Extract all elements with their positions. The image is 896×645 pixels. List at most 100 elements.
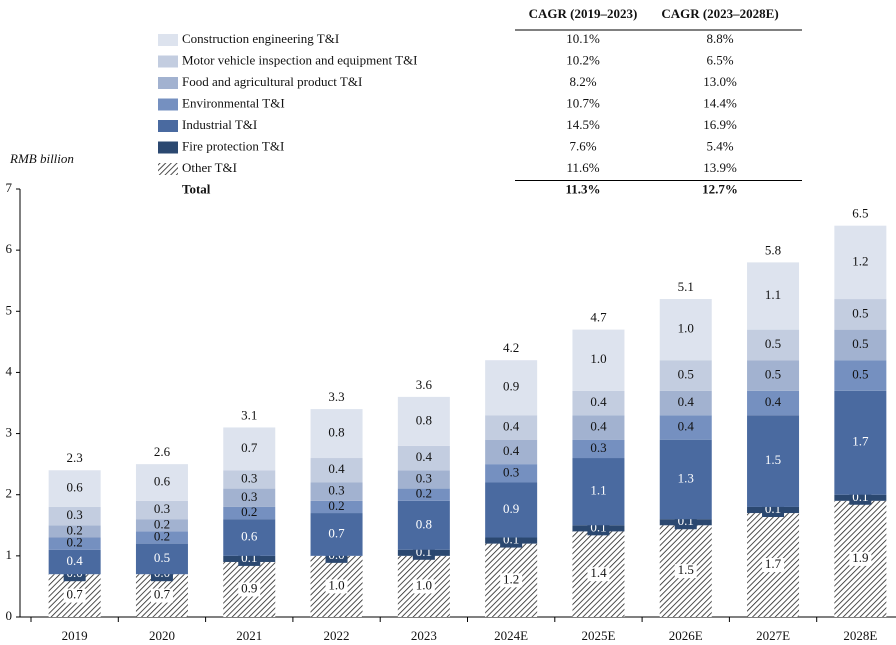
data-label: 1.0 — [590, 351, 606, 366]
bar-segment — [223, 519, 276, 556]
data-label: 0.5 — [678, 366, 694, 381]
data-label: 0.5 — [852, 305, 868, 320]
data-label: 0.3 — [328, 483, 344, 498]
y-tick-label: 4 — [6, 363, 13, 378]
legend-label: Environmental T&I — [182, 95, 285, 110]
bar-segment — [135, 519, 188, 532]
legend-label: Motor vehicle inspection and equipment T… — [182, 52, 418, 67]
data-label: 1.0 — [328, 577, 344, 592]
total-label: 6.5 — [852, 206, 868, 221]
table-cell: 14.5% — [566, 117, 600, 132]
y-tick-label: 0 — [6, 608, 13, 623]
total-label: 3.3 — [328, 389, 344, 404]
bar-segment — [310, 500, 363, 514]
x-tick-label: 2022 — [324, 628, 350, 643]
bar-segment — [659, 390, 712, 416]
bar-segment — [834, 329, 887, 361]
x-tick-label: 2020 — [149, 628, 175, 643]
bar-segment — [659, 439, 712, 520]
bar-segment — [397, 396, 450, 446]
bar-segment — [834, 299, 887, 330]
bar-segment — [397, 500, 450, 550]
bar-segment — [223, 488, 276, 507]
bar-segment — [223, 470, 276, 489]
data-label: 1.1 — [765, 287, 781, 302]
bar-segment — [135, 500, 188, 520]
legend-label: Industrial T&I — [182, 117, 257, 132]
bar-segment — [834, 225, 887, 300]
total-label: 3.6 — [416, 377, 433, 392]
label-box — [849, 551, 872, 566]
table-cell: 10.1% — [566, 31, 600, 46]
bar-segment — [48, 470, 101, 507]
bar-segment — [747, 262, 800, 330]
label-box — [674, 564, 697, 579]
data-label: 0.7 — [328, 525, 345, 540]
y-tick-label: 2 — [6, 486, 13, 501]
total-label: 2.3 — [67, 450, 83, 465]
legend-swatch — [158, 163, 178, 175]
table-cell: 10.7% — [566, 95, 600, 110]
bar-segment — [834, 360, 887, 391]
data-label: 0.2 — [328, 498, 344, 513]
table-total: 12.7% — [702, 181, 738, 196]
data-label: 0.3 — [503, 464, 519, 479]
data-label: 0.4 — [678, 418, 695, 433]
table-cell: 14.4% — [703, 95, 737, 110]
label-box — [587, 567, 610, 582]
bar-segment — [572, 439, 625, 459]
data-label: 0.4 — [503, 418, 520, 433]
data-label: 0.3 — [416, 470, 432, 485]
bar-segment — [310, 409, 363, 459]
data-label: 0.2 — [241, 504, 257, 519]
data-label: 0.4 — [67, 553, 84, 568]
x-tick-label: 2025E — [581, 628, 615, 643]
table-cell: 10.2% — [566, 52, 600, 67]
table-cell: 8.2% — [569, 74, 596, 89]
legend-label: Construction engineering T&I — [182, 31, 339, 46]
table-cell: 11.6% — [566, 160, 599, 175]
legend-swatch — [158, 34, 178, 46]
data-label: 0.8 — [328, 425, 344, 440]
total-label: 5.8 — [765, 242, 781, 257]
data-label: 0.7 — [154, 587, 171, 602]
y-tick-label: 3 — [6, 425, 13, 440]
bar-segment — [747, 329, 800, 361]
bar-segment — [397, 488, 450, 501]
data-label: 1.3 — [678, 470, 694, 485]
label-box — [325, 579, 348, 594]
legend-swatch — [158, 98, 178, 111]
data-label: 0.2 — [154, 528, 170, 543]
bar-segment — [397, 445, 450, 471]
data-label: 0.3 — [67, 507, 83, 522]
data-label: 0.3 — [154, 501, 170, 516]
total-label: 3.1 — [241, 407, 257, 422]
table-total-label: Total — [182, 181, 211, 196]
data-label: 0.7 — [67, 587, 84, 602]
legend-swatch — [158, 120, 178, 132]
bar-segment — [485, 360, 538, 416]
table-cell: 8.8% — [706, 31, 733, 46]
data-label: 0.9 — [241, 580, 257, 595]
bar-segment — [48, 506, 101, 526]
data-label: 1.2 — [503, 571, 519, 586]
data-label: 1.2 — [852, 253, 868, 268]
data-label: 0.4 — [590, 394, 607, 409]
legend-label: Other T&I — [182, 160, 237, 175]
x-tick-label: 2019 — [62, 628, 88, 643]
bar-segment — [747, 415, 800, 507]
data-label: 1.7 — [765, 556, 782, 571]
data-label: 0.2 — [67, 535, 83, 550]
y-tick-label: 6 — [6, 241, 13, 256]
data-label: 0.5 — [765, 366, 781, 381]
data-label: 0.4 — [678, 394, 695, 409]
bar-segment — [834, 390, 887, 495]
table-cell: 6.5% — [706, 52, 733, 67]
table-cell: 13.9% — [703, 160, 737, 175]
bar-segment — [485, 464, 538, 483]
table-cell: 16.9% — [703, 117, 737, 132]
data-label: 0.5 — [852, 366, 868, 381]
legend-swatch — [158, 77, 178, 89]
data-label: 0.3 — [241, 470, 257, 485]
